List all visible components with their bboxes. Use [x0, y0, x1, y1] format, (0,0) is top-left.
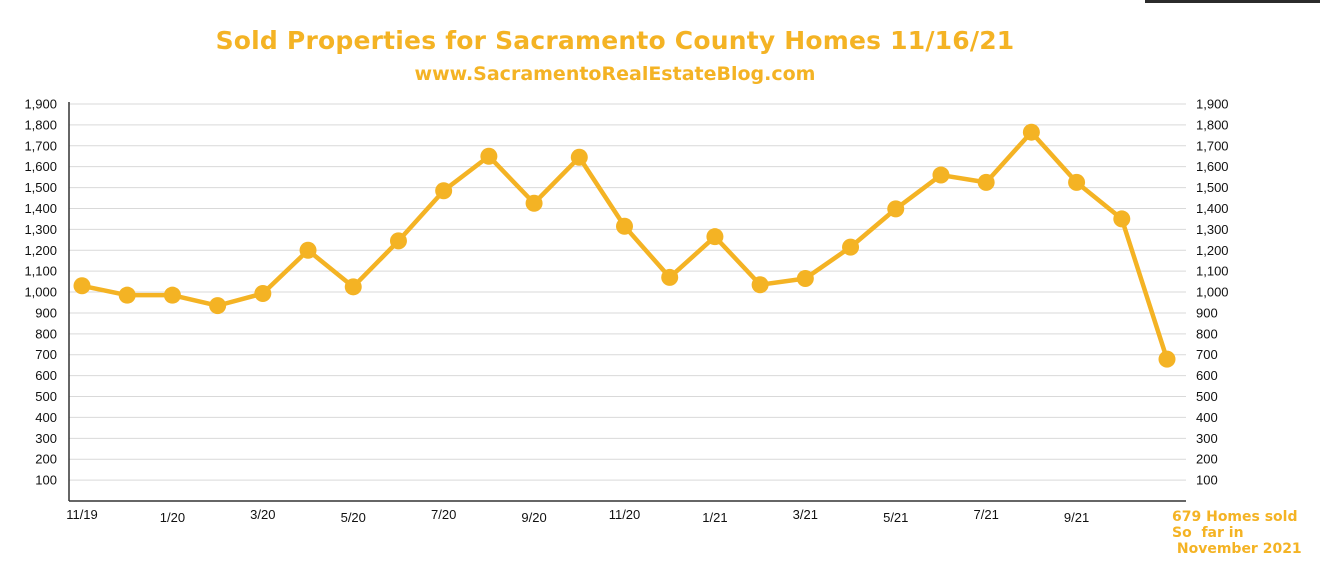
y-tick-label-right: 900 [1196, 305, 1218, 320]
x-tick-label: 11/19 [66, 507, 98, 522]
y-tick-label-right: 1,600 [1196, 159, 1229, 174]
data-point [525, 194, 543, 212]
y-tick-label-left: 800 [35, 326, 57, 341]
y-tick-label-left: 100 [35, 473, 57, 488]
data-point [389, 232, 407, 250]
y-tick-label-left: 1,800 [24, 117, 57, 132]
data-point [435, 182, 453, 200]
data-point [480, 147, 498, 165]
data-point [1068, 173, 1086, 191]
x-tick-label: 11/20 [609, 507, 641, 522]
data-point [751, 276, 769, 294]
data-point [163, 286, 181, 304]
y-tick-label-right: 300 [1196, 431, 1218, 446]
x-tick-label: 9/21 [1064, 510, 1089, 525]
series-sold-homes [73, 123, 1176, 368]
data-point [344, 278, 362, 296]
x-tick-label: 1/20 [160, 510, 185, 525]
y-tick-label-left: 1,900 [24, 97, 57, 112]
y-tick-label-right: 1,200 [1196, 243, 1229, 258]
x-tick-label: 9/20 [521, 510, 546, 525]
y-tick-label-right: 700 [1196, 347, 1218, 362]
y-tick-label-left: 300 [35, 431, 57, 446]
y-tick-label-right: 600 [1196, 368, 1218, 383]
x-tick-label: 3/21 [793, 507, 818, 522]
y-tick-label-left: 1,100 [24, 264, 57, 279]
x-axis-ticks: 11/19 1/20 3/20 5/20 7/20 9/20 11/20 1/21 3/21 5/… [66, 507, 1089, 525]
y-tick-label-left: 900 [35, 305, 57, 320]
data-point [254, 285, 272, 303]
y-tick-label-right: 1,700 [1196, 138, 1229, 153]
y-tick-label-left: 1,200 [24, 243, 57, 258]
y-tick-label-left: 400 [35, 410, 57, 425]
y-tick-label-right: 100 [1196, 473, 1218, 488]
data-point [842, 238, 860, 256]
annotation-line-1: 679 Homes sold [1172, 509, 1298, 525]
y-tick-label-left: 1,400 [24, 201, 57, 216]
x-tick-label: 3/20 [250, 507, 275, 522]
y-tick-label-right: 1,900 [1196, 97, 1229, 112]
y-tick-label-left: 1,600 [24, 159, 57, 174]
data-point [1022, 123, 1040, 141]
data-point [73, 277, 91, 295]
y-tick-label-right: 800 [1196, 326, 1218, 341]
y-axis-left-ticks: 100 200 300 400 500 600 700 800 900 1,000 1,100 1,2… [24, 97, 57, 488]
y-tick-label-right: 1,500 [1196, 180, 1229, 195]
data-point [932, 166, 950, 184]
annotation-line-2: So far in [1172, 525, 1244, 541]
data-point [706, 228, 724, 246]
y-tick-label-left: 600 [35, 368, 57, 383]
y-tick-label-right: 500 [1196, 389, 1218, 404]
data-point [887, 200, 905, 218]
y-tick-label-right: 1,000 [1196, 285, 1229, 300]
y-tick-label-right: 200 [1196, 452, 1218, 467]
y-tick-label-right: 1,400 [1196, 201, 1229, 216]
chart-subtitle-url: www.SacramentoRealEstateBlog.com [414, 63, 816, 85]
x-tick-label: 5/21 [883, 510, 908, 525]
y-tick-label-left: 700 [35, 347, 57, 362]
data-point [570, 148, 588, 166]
data-point [1158, 350, 1176, 368]
axes [68, 102, 1186, 502]
data-point [299, 241, 317, 259]
x-tick-label: 1/21 [702, 510, 727, 525]
data-point [661, 268, 679, 286]
data-point [796, 269, 814, 287]
y-tick-label-left: 200 [35, 452, 57, 467]
chart-title: Sold Properties for Sacramento County Ho… [215, 26, 1015, 55]
y-tick-label-left: 1,700 [24, 138, 57, 153]
november-annotation: 679 Homes sold So far in November 2021 [1172, 509, 1302, 557]
data-point [616, 217, 633, 235]
y-tick-label-right: 1,100 [1196, 264, 1229, 279]
data-point [209, 297, 227, 315]
data-point [977, 173, 995, 191]
data-point [118, 286, 136, 304]
top-border-line [1145, 0, 1320, 3]
y-axis-right-ticks: 100 200 300 400 500 600 700 800 900 1,000 1,100 1,2… [1196, 97, 1229, 488]
grid-lines [69, 103, 1186, 481]
x-tick-label: 5/20 [341, 510, 366, 525]
annotation-line-3: November 2021 [1172, 541, 1302, 557]
y-tick-label-left: 1,300 [24, 222, 57, 237]
y-tick-label-right: 1,800 [1196, 117, 1229, 132]
x-tick-label: 7/21 [974, 507, 999, 522]
y-tick-label-left: 500 [35, 389, 57, 404]
y-tick-label-left: 1,000 [24, 285, 57, 300]
y-tick-label-right: 400 [1196, 410, 1218, 425]
x-tick-label: 7/20 [431, 507, 456, 522]
y-tick-label-right: 1,300 [1196, 222, 1229, 237]
data-point [1113, 210, 1131, 228]
y-tick-label-left: 1,500 [24, 180, 57, 195]
